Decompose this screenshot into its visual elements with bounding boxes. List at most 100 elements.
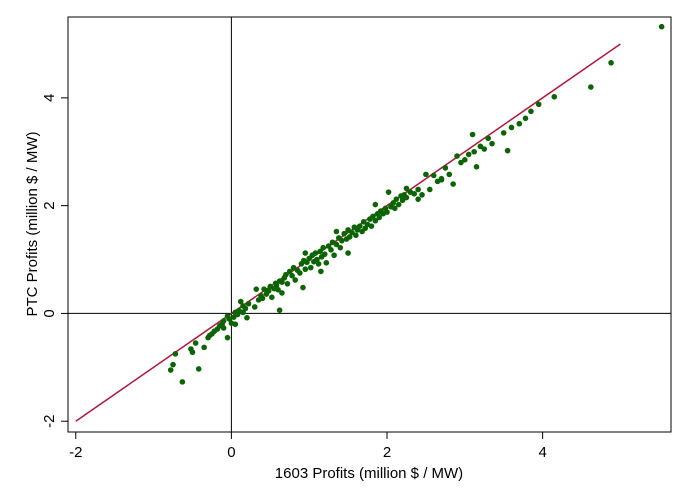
data-point	[201, 344, 207, 351]
data-point	[370, 213, 376, 220]
data-point	[331, 252, 337, 259]
data-point	[528, 108, 534, 115]
data-point	[454, 153, 460, 159]
data-point	[345, 250, 351, 256]
data-point	[508, 124, 515, 131]
data-point	[384, 209, 390, 215]
data-point	[320, 244, 327, 251]
x-tick-label: 4	[538, 444, 546, 461]
data-point	[230, 314, 237, 321]
data-point	[458, 159, 464, 166]
data-point	[172, 351, 179, 357]
data-point	[265, 287, 272, 294]
data-point	[411, 190, 418, 197]
data-point	[189, 349, 196, 356]
data-point	[489, 140, 495, 147]
data-point	[415, 196, 421, 202]
data-point	[395, 201, 402, 208]
data-point	[317, 248, 323, 255]
data-point	[522, 115, 529, 122]
data-point	[356, 223, 363, 229]
data-point	[485, 135, 491, 142]
data-point	[462, 157, 468, 163]
y-tick-label: 4	[41, 94, 58, 102]
data-point	[302, 250, 309, 256]
data-point	[551, 93, 558, 100]
x-tick-label: 0	[227, 444, 235, 461]
data-point	[450, 181, 456, 187]
data-point	[240, 309, 246, 316]
data-point	[302, 266, 309, 273]
data-point	[167, 367, 174, 373]
data-point	[368, 223, 375, 229]
data-point	[195, 366, 202, 372]
x-tick-label: 2	[383, 444, 391, 461]
data-point	[390, 200, 397, 206]
data-point	[283, 271, 289, 278]
data-point	[307, 264, 314, 271]
data-point	[192, 340, 199, 346]
data-point	[500, 130, 507, 136]
data-point	[504, 147, 511, 154]
data-point	[477, 143, 484, 150]
data-point	[353, 232, 359, 239]
data-point	[312, 250, 319, 256]
data-point	[224, 313, 231, 319]
data-point	[608, 60, 614, 66]
data-point	[399, 197, 406, 204]
data-point	[415, 186, 421, 193]
data-point	[273, 282, 280, 289]
data-point	[244, 314, 250, 321]
data-point	[403, 194, 410, 201]
data-point	[372, 201, 379, 208]
data-point	[220, 325, 227, 331]
data-point	[535, 101, 542, 108]
data-point	[251, 304, 258, 310]
data-point	[224, 334, 231, 341]
data-point	[465, 151, 472, 158]
data-point	[261, 286, 267, 292]
data-point	[471, 148, 477, 155]
data-point	[275, 286, 281, 293]
y-axis-title: PTC Profits (million $ / MW)	[24, 131, 41, 316]
data-point	[279, 290, 285, 296]
data-point	[276, 307, 283, 313]
data-point	[360, 219, 367, 225]
data-point	[588, 84, 594, 90]
data-point	[658, 23, 665, 30]
data-point	[297, 270, 303, 276]
data-point	[321, 251, 328, 257]
data-point	[427, 186, 433, 193]
data-point	[372, 217, 379, 224]
data-point	[315, 261, 322, 267]
data-point	[346, 234, 353, 240]
data-point	[473, 164, 480, 170]
data-point	[393, 196, 400, 202]
data-point	[314, 256, 320, 263]
data-point	[179, 379, 186, 385]
data-point	[323, 259, 330, 266]
data-point	[220, 318, 227, 324]
data-point	[345, 227, 351, 233]
data-point	[333, 241, 340, 248]
data-point	[385, 189, 392, 195]
data-point	[279, 279, 285, 285]
data-point	[269, 294, 275, 301]
data-point	[333, 228, 340, 235]
y-axis-ticks: -2 0 2 4	[41, 94, 68, 428]
data-point	[438, 175, 445, 182]
data-point	[349, 229, 355, 236]
data-point	[286, 268, 293, 275]
data-point	[391, 205, 398, 212]
data-point	[442, 165, 449, 171]
data-point	[170, 361, 176, 368]
x-axis-ticks: -2 0 2 4	[69, 432, 547, 461]
data-point	[318, 268, 324, 275]
data-point	[376, 214, 383, 221]
data-point	[300, 284, 306, 291]
data-point	[339, 237, 345, 244]
data-point	[419, 192, 425, 198]
data-point	[481, 146, 488, 152]
data-point	[469, 131, 476, 138]
data-point	[423, 171, 429, 178]
